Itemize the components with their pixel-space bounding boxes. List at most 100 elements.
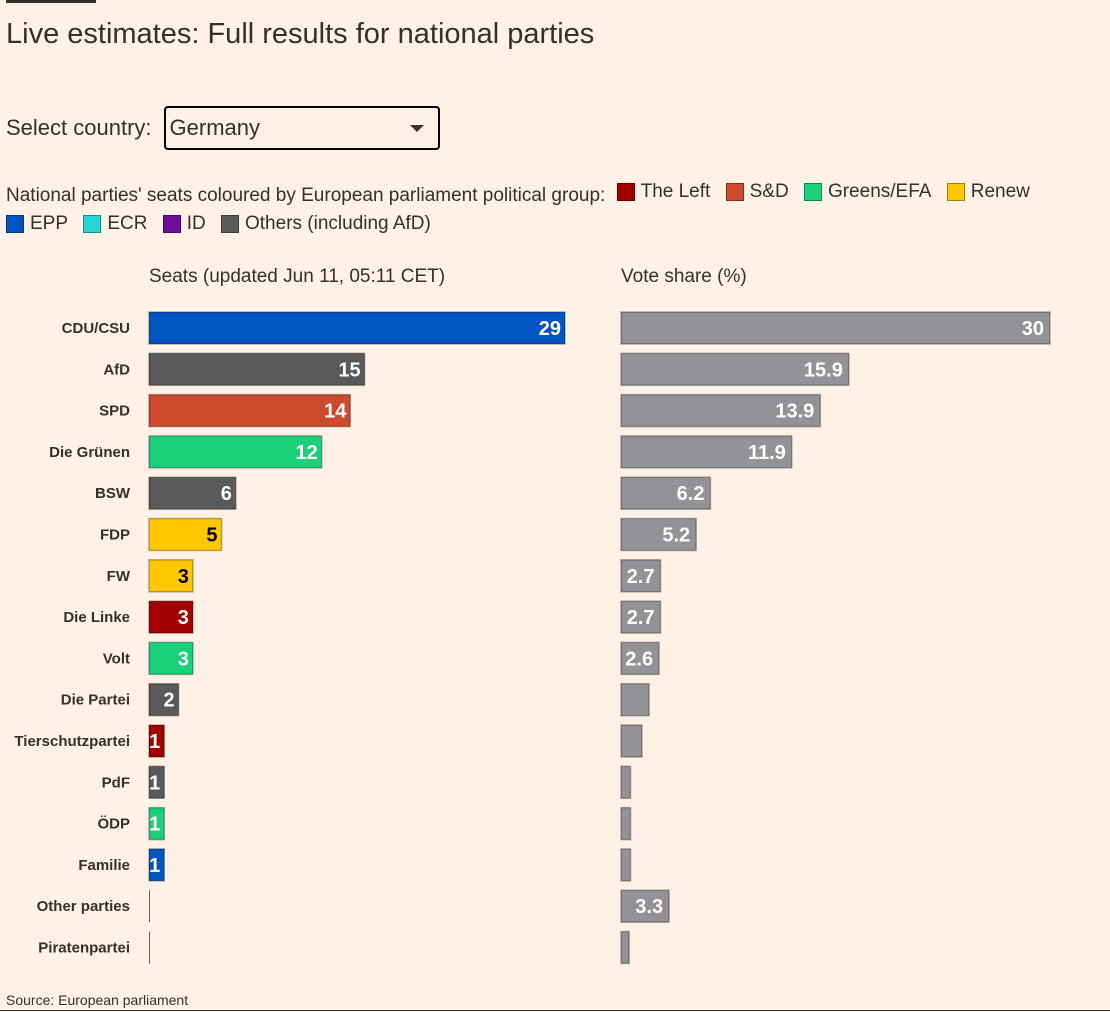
category-label: ÖDP — [97, 816, 130, 833]
legend-label: ECR — [107, 213, 148, 234]
vote-share-value-label: 5.2 — [662, 525, 690, 547]
category-label: AfD — [103, 361, 130, 378]
category-label: CDU/CSU — [62, 320, 130, 337]
legend-swatch — [616, 183, 635, 201]
seats-bar — [148, 393, 352, 428]
seats-bar — [148, 848, 166, 882]
vote-share-bar — [620, 765, 632, 800]
seats-value-label: 3 — [178, 566, 189, 588]
seats-value-label: 3 — [178, 607, 189, 629]
vote-share-bar — [620, 600, 662, 634]
bottom-rule — [0, 1010, 1110, 1011]
legend-swatch — [221, 215, 239, 233]
country-select-value: Germany — [169, 115, 260, 140]
seats-value-label: 15 — [338, 359, 360, 381]
seats-bar — [148, 682, 180, 717]
chevron-down-icon — [409, 124, 424, 132]
legend-item-renew: Renew — [946, 178, 1030, 206]
seats-value-label: 12 — [295, 442, 317, 464]
seats-bar — [148, 806, 166, 841]
category-label: FDP — [100, 527, 130, 544]
source-note: Source: European parliament — [6, 992, 189, 1008]
vote-share-bar — [620, 848, 632, 882]
vote-share-value-label: 11.9 — [748, 442, 786, 464]
seats-bar — [148, 311, 566, 345]
legend-swatch — [725, 183, 744, 201]
category-label: Volt — [103, 650, 130, 667]
vote-share-value-label: 2.7 — [627, 566, 655, 588]
vote-share-value-label: 2.6 — [625, 648, 653, 670]
legend-swatch — [83, 215, 102, 233]
legend: National parties' seats coloured by Euro… — [6, 178, 1096, 242]
category-label: Die Linke — [63, 609, 130, 626]
vote-share-value-label: 13.9 — [775, 401, 814, 423]
seats-bar — [148, 765, 166, 800]
seats-bar — [148, 435, 323, 469]
category-label: FW — [107, 568, 131, 585]
seats-value-label: 14 — [324, 401, 347, 423]
legend-item-others: Others (including AfD) — [221, 210, 431, 238]
legend-label: Renew — [970, 181, 1030, 202]
page-title: Live estimates: Full results for nationa… — [6, 18, 595, 50]
vote-share-bar — [620, 311, 1051, 345]
legend-swatch — [803, 183, 822, 201]
legend-label: Others (including AfD) — [245, 213, 431, 234]
vote-share-bar — [620, 724, 643, 758]
legend-swatch — [946, 183, 965, 201]
seats-value-label: 3 — [178, 648, 189, 670]
legend-label: S&D — [749, 181, 789, 202]
vote-share-bar — [620, 889, 670, 923]
seats-panel-title: Seats (updated Jun 11, 05:11 CET) — [149, 266, 446, 287]
seats-value-label: 1 — [149, 814, 160, 836]
legend-label: EPP — [30, 213, 69, 234]
seats-bar — [148, 352, 366, 387]
legend-item-the-left: The Left — [616, 178, 710, 206]
legend-swatch — [6, 215, 24, 233]
legend-item-sd: S&D — [725, 178, 789, 206]
category-label: Other parties — [37, 898, 130, 915]
vote-share-panel-title: Vote share (%) — [621, 266, 747, 287]
vote-share-bar — [620, 806, 632, 841]
legend-label: Greens/EFA — [827, 181, 932, 202]
legend-item-greens-efa: Greens/EFA — [803, 178, 932, 206]
vote-share-value-label: 6.2 — [677, 483, 705, 505]
seats-bar — [148, 724, 166, 758]
country-select-row: Select country: Germany — [6, 104, 440, 152]
legend-item-epp: EPP — [6, 210, 68, 238]
category-label: Tierschutzpartei — [14, 733, 130, 750]
vote-share-bar — [620, 682, 650, 717]
vote-share-value-label: 15.9 — [804, 359, 843, 381]
vote-share-bar — [620, 517, 697, 552]
vote-share-value-label: 2.7 — [627, 607, 655, 629]
select-country-label: Select country: — [6, 115, 152, 140]
legend-item-id: ID — [162, 210, 206, 238]
category-label: SPD — [99, 403, 130, 420]
seats-value-label: 1 — [149, 772, 160, 794]
legend-swatch — [162, 215, 181, 233]
legend-label: ID — [186, 213, 206, 234]
vote-share-bar — [620, 930, 630, 965]
seats-value-label: 1 — [149, 855, 160, 877]
category-label: Familie — [78, 857, 130, 874]
country-select[interactable]: Germany — [163, 106, 440, 150]
seats-bar — [148, 517, 223, 552]
seats-value-label: 2 — [163, 690, 174, 712]
vote-share-value-label: 30 — [1022, 318, 1044, 340]
category-label: Die Grünen — [49, 444, 130, 461]
vote-share-bar — [620, 435, 793, 469]
vote-share-bar — [620, 393, 822, 428]
vote-share-bar — [620, 352, 850, 387]
category-label: PdF — [102, 774, 130, 791]
vote-share-bar — [620, 641, 660, 676]
seats-bar — [148, 476, 237, 510]
category-label: Piratenpartei — [38, 940, 130, 957]
bar-chart: CDU/CSU 29 30 AfD 15 15.9 SPD 14 13.9 Die Grünen 1… — [14, 311, 1051, 965]
seats-value-label: 6 — [221, 483, 232, 505]
seats-bar — [148, 641, 194, 676]
seats-value-label: 29 — [539, 318, 561, 340]
seats-bar — [148, 559, 194, 593]
vote-share-bar — [620, 476, 712, 510]
seats-bar — [148, 600, 194, 634]
category-label: BSW — [95, 485, 131, 502]
vote-share-value-label: 3.3 — [635, 896, 663, 918]
